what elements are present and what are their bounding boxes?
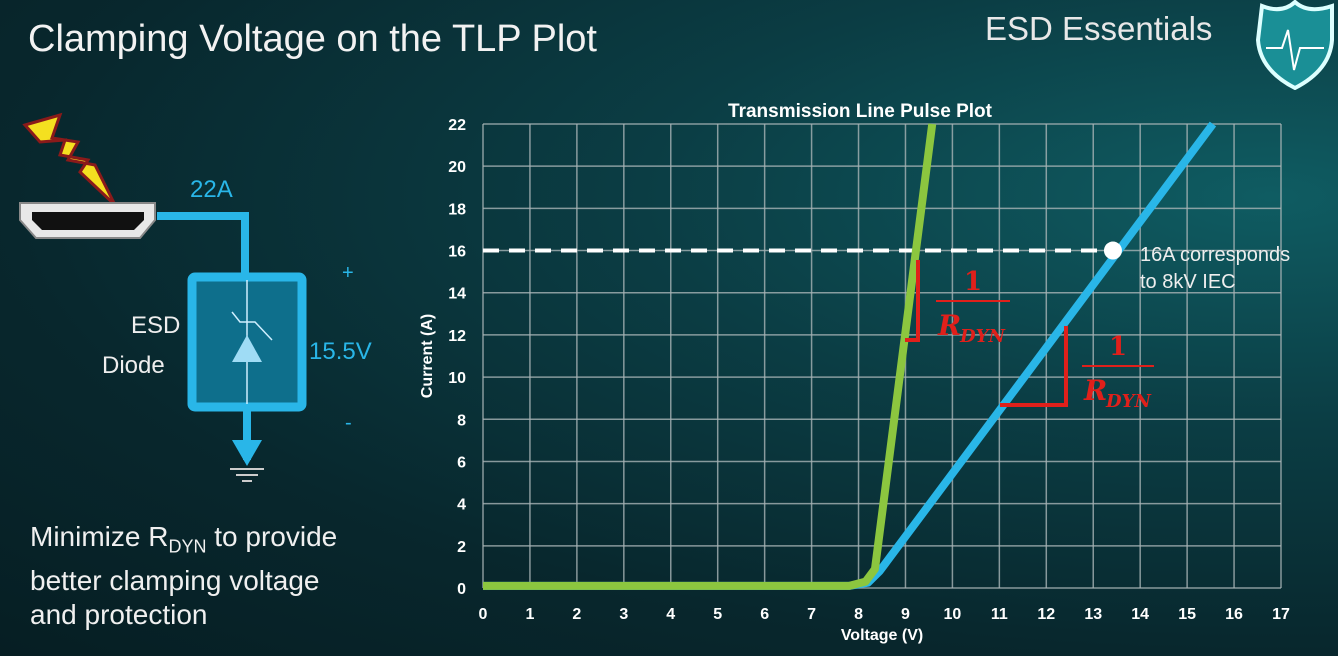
note-text: Minimize R	[30, 521, 169, 552]
x-tick-label: 9	[901, 606, 910, 623]
x-axis-label: Voltage (V)	[841, 627, 923, 644]
minus-sign: -	[345, 412, 352, 434]
x-tick-label: 16	[1225, 606, 1243, 623]
y-tick-label: 16	[448, 244, 466, 261]
voltage-label: 15.5V	[309, 338, 372, 365]
slope-triangle	[1000, 326, 1068, 407]
callout-line: 16A corresponds	[1140, 244, 1291, 266]
slope-denominator: R	[1083, 374, 1107, 407]
esd-label: ESD	[131, 312, 181, 339]
note-text: to provide	[206, 521, 338, 552]
x-tick-label: 14	[1131, 606, 1149, 623]
wire	[157, 212, 249, 275]
diode-label: Diode	[102, 352, 165, 379]
y-tick-label: 12	[448, 328, 466, 345]
x-tick-label: 0	[479, 606, 488, 623]
brand-name: ESD Essentials	[985, 10, 1213, 47]
esd-circuit-diagram	[19, 112, 307, 482]
note-text: better clamping voltage	[30, 564, 320, 596]
x-tick-label: 17	[1272, 606, 1290, 623]
y-tick-label: 2	[457, 539, 466, 556]
x-tick-label: 2	[572, 606, 581, 623]
x-tick-label: 7	[807, 606, 816, 623]
chart-title: Transmission Line Pulse Plot	[728, 101, 993, 122]
plus-sign: +	[342, 262, 354, 284]
y-axis-label: Current (A)	[419, 314, 436, 398]
y-tick-label: 18	[448, 201, 466, 218]
x-tick-label: 8	[854, 606, 863, 623]
current-label: 22A	[190, 176, 233, 203]
rdyn-note: Minimize RDYN to provide better clamping…	[30, 520, 337, 632]
y-tick-label: 22	[448, 117, 466, 134]
series-line	[483, 121, 1217, 590]
y-tick-label: 6	[457, 454, 466, 471]
slide-title: Clamping Voltage on the TLP Plot	[28, 18, 597, 60]
note-text: and protection	[30, 598, 208, 630]
x-tick-label: 4	[666, 606, 675, 623]
x-tick-label: 5	[713, 606, 722, 623]
x-tick-label: 6	[760, 606, 769, 623]
slope-denominator: R	[937, 309, 961, 342]
slope-numerator: 1	[1109, 332, 1127, 362]
x-tick-label: 12	[1037, 606, 1055, 623]
y-tick-label: 20	[448, 159, 466, 176]
x-tick-label: 3	[619, 606, 628, 623]
hdmi-port-icon	[19, 202, 156, 239]
slope-denominator-sub: DYN	[959, 326, 1006, 347]
series-line	[483, 123, 937, 590]
y-tick-label: 0	[457, 581, 466, 598]
shield-logo-icon	[1255, 0, 1334, 90]
x-tick-label: 13	[1084, 606, 1102, 623]
y-tick-label: 14	[448, 286, 466, 303]
y-tick-label: 4	[457, 497, 466, 514]
x-tick-label: 10	[944, 606, 962, 623]
note-sub: DYN	[168, 536, 207, 557]
x-tick-label: 11	[991, 606, 1008, 623]
callout-text: 16A corresponds to 8kV IEC	[1140, 242, 1290, 296]
marker-point	[1103, 241, 1122, 260]
y-tick-label: 8	[457, 412, 466, 429]
slope-numerator: 1	[964, 267, 982, 297]
slope-denominator-sub: DYN	[1105, 391, 1152, 412]
y-tick-label: 10	[448, 370, 466, 387]
ground-icon	[230, 468, 264, 482]
callout-line: to 8kV IEC	[1140, 271, 1236, 293]
x-tick-label: 15	[1178, 606, 1196, 623]
slope-triangle	[905, 260, 920, 342]
x-tick-label: 1	[525, 606, 534, 623]
